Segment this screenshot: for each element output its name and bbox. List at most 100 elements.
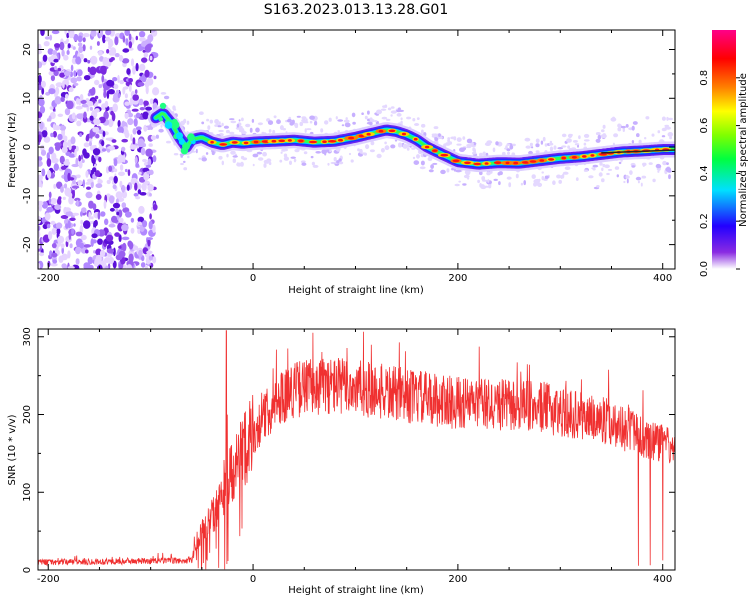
noise-blob — [106, 148, 111, 153]
noise-blob — [137, 82, 145, 87]
bot-xtick-label: 200 — [448, 574, 467, 585]
halo-dot — [409, 145, 412, 148]
halo-dot — [321, 149, 328, 155]
noise-blob — [51, 157, 59, 164]
halo-dot — [199, 111, 204, 115]
halo-dot — [387, 107, 392, 111]
halo-dot — [276, 119, 281, 125]
halo-dot — [382, 105, 387, 108]
halo-dot — [622, 127, 625, 132]
halo-dot — [160, 124, 163, 128]
noise-blob — [47, 231, 53, 240]
halo-dot — [337, 130, 341, 133]
noise-blob — [101, 74, 105, 83]
noise-blob — [115, 208, 119, 213]
noise-blob — [50, 132, 54, 138]
halo-dot — [365, 144, 370, 150]
noise-blob — [148, 143, 153, 147]
halo-dot — [381, 116, 388, 120]
halo-dot — [535, 143, 540, 148]
halo-dot — [433, 126, 439, 130]
noise-blob — [140, 262, 146, 268]
noise-blob — [104, 36, 111, 42]
noise-blob — [38, 174, 43, 181]
halo-dot — [578, 135, 581, 140]
halo-dot — [542, 136, 546, 142]
noise-blob — [137, 138, 145, 148]
halo-dot — [344, 122, 351, 128]
snr-axes: -200 0 200 400 0 100 200 300 — [22, 327, 675, 585]
noise-blob — [70, 71, 73, 78]
noise-blob — [72, 180, 76, 184]
noise-blob — [128, 41, 133, 49]
halo-dot — [328, 117, 332, 122]
noise-blob — [122, 35, 126, 43]
halo-dot — [413, 160, 420, 166]
halo-dot — [400, 117, 403, 121]
noise-blob — [124, 101, 130, 106]
noise-blob — [107, 89, 115, 95]
halo-dot — [214, 119, 220, 124]
noise-blob — [117, 120, 121, 128]
halo-dot — [163, 95, 170, 100]
halo-dot — [411, 147, 416, 150]
noise-blob — [108, 176, 115, 181]
halo-dot — [267, 120, 274, 125]
halo-dot — [529, 142, 534, 147]
ridge-core — [548, 158, 555, 161]
halo-dot — [583, 142, 587, 146]
snr-xlabel: Height of straight line (km) — [288, 585, 424, 596]
halo-dot — [498, 171, 503, 176]
bot-xtick-label: 0 — [250, 574, 256, 585]
noise-blob — [75, 258, 80, 265]
spectrogram-frame — [37, 29, 676, 270]
noise-blob — [135, 196, 141, 200]
noise-blob — [55, 82, 63, 88]
noise-blob — [152, 87, 160, 96]
noise-blob — [41, 80, 46, 88]
halo-dot — [652, 178, 656, 183]
noise-blob — [91, 110, 96, 115]
noise-blob — [65, 151, 71, 156]
halo-dot — [160, 92, 167, 95]
noise-blob — [113, 247, 116, 257]
halo-dot — [561, 173, 565, 179]
halo-dot — [495, 141, 499, 146]
halo-dot — [351, 112, 356, 118]
colorbar-label: Normalized spectral amplitude — [738, 73, 749, 227]
noise-blob — [54, 65, 57, 71]
halo-dot — [338, 161, 344, 165]
noise-blob — [98, 99, 102, 104]
spectrogram-xlabel: Height of straight line (km) — [288, 285, 424, 296]
noise-blob — [60, 215, 69, 219]
noise-blob — [50, 75, 56, 82]
noise-blob — [132, 245, 139, 251]
ridge-start-blob — [164, 121, 173, 129]
halo-dot — [617, 127, 622, 132]
noise-blob — [38, 180, 42, 188]
noise-blob — [134, 156, 138, 165]
noise-blob — [102, 130, 106, 137]
noise-blob — [68, 232, 72, 240]
noise-blob — [122, 86, 126, 95]
halo-dot — [623, 180, 626, 184]
noise-blob — [79, 94, 84, 101]
noise-blob — [46, 152, 50, 160]
noise-blob — [139, 63, 146, 71]
ridge-core — [539, 159, 545, 162]
halo-dot — [223, 125, 229, 129]
noise-blob — [118, 245, 122, 249]
halo-dot — [592, 164, 599, 168]
noise-blob — [83, 111, 87, 119]
noise-blob — [89, 141, 92, 147]
noise-blob — [104, 100, 109, 108]
halo-dot — [484, 142, 491, 147]
noise-blob — [43, 41, 50, 47]
noise-blob — [121, 224, 129, 232]
ridge-start-blob — [182, 142, 190, 151]
noise-blob — [76, 69, 83, 77]
noise-blob — [40, 149, 47, 156]
halo-dot — [419, 166, 426, 170]
halo-dot — [447, 137, 451, 141]
noise-blob — [57, 113, 64, 118]
